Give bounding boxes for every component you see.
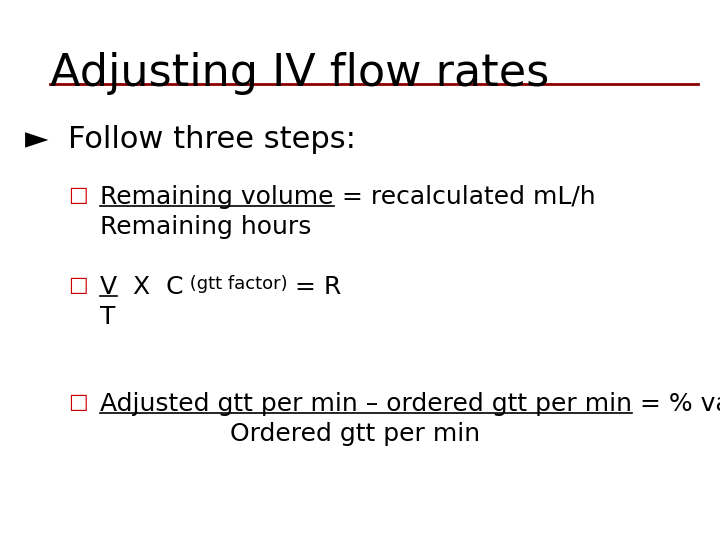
Text: V: V bbox=[100, 275, 117, 299]
Text: Adjusting IV flow rates: Adjusting IV flow rates bbox=[50, 52, 549, 95]
Text: X  C: X C bbox=[117, 275, 184, 299]
Text: Ordered gtt per min: Ordered gtt per min bbox=[230, 422, 480, 446]
Text: = recalculated mL/h: = recalculated mL/h bbox=[333, 185, 595, 209]
Text: □: □ bbox=[68, 275, 88, 295]
Text: = % variation: = % variation bbox=[632, 392, 720, 416]
Text: T: T bbox=[100, 305, 115, 329]
Text: Adjusted gtt per min – ordered gtt per min: Adjusted gtt per min – ordered gtt per m… bbox=[100, 392, 632, 416]
Text: □: □ bbox=[68, 185, 88, 205]
Text: □: □ bbox=[68, 392, 88, 412]
Text: (gtt factor): (gtt factor) bbox=[184, 275, 287, 293]
Text: = R: = R bbox=[287, 275, 341, 299]
Text: Remaining volume: Remaining volume bbox=[100, 185, 333, 209]
Text: ►  Follow three steps:: ► Follow three steps: bbox=[25, 125, 356, 154]
Text: Remaining hours: Remaining hours bbox=[100, 215, 311, 239]
